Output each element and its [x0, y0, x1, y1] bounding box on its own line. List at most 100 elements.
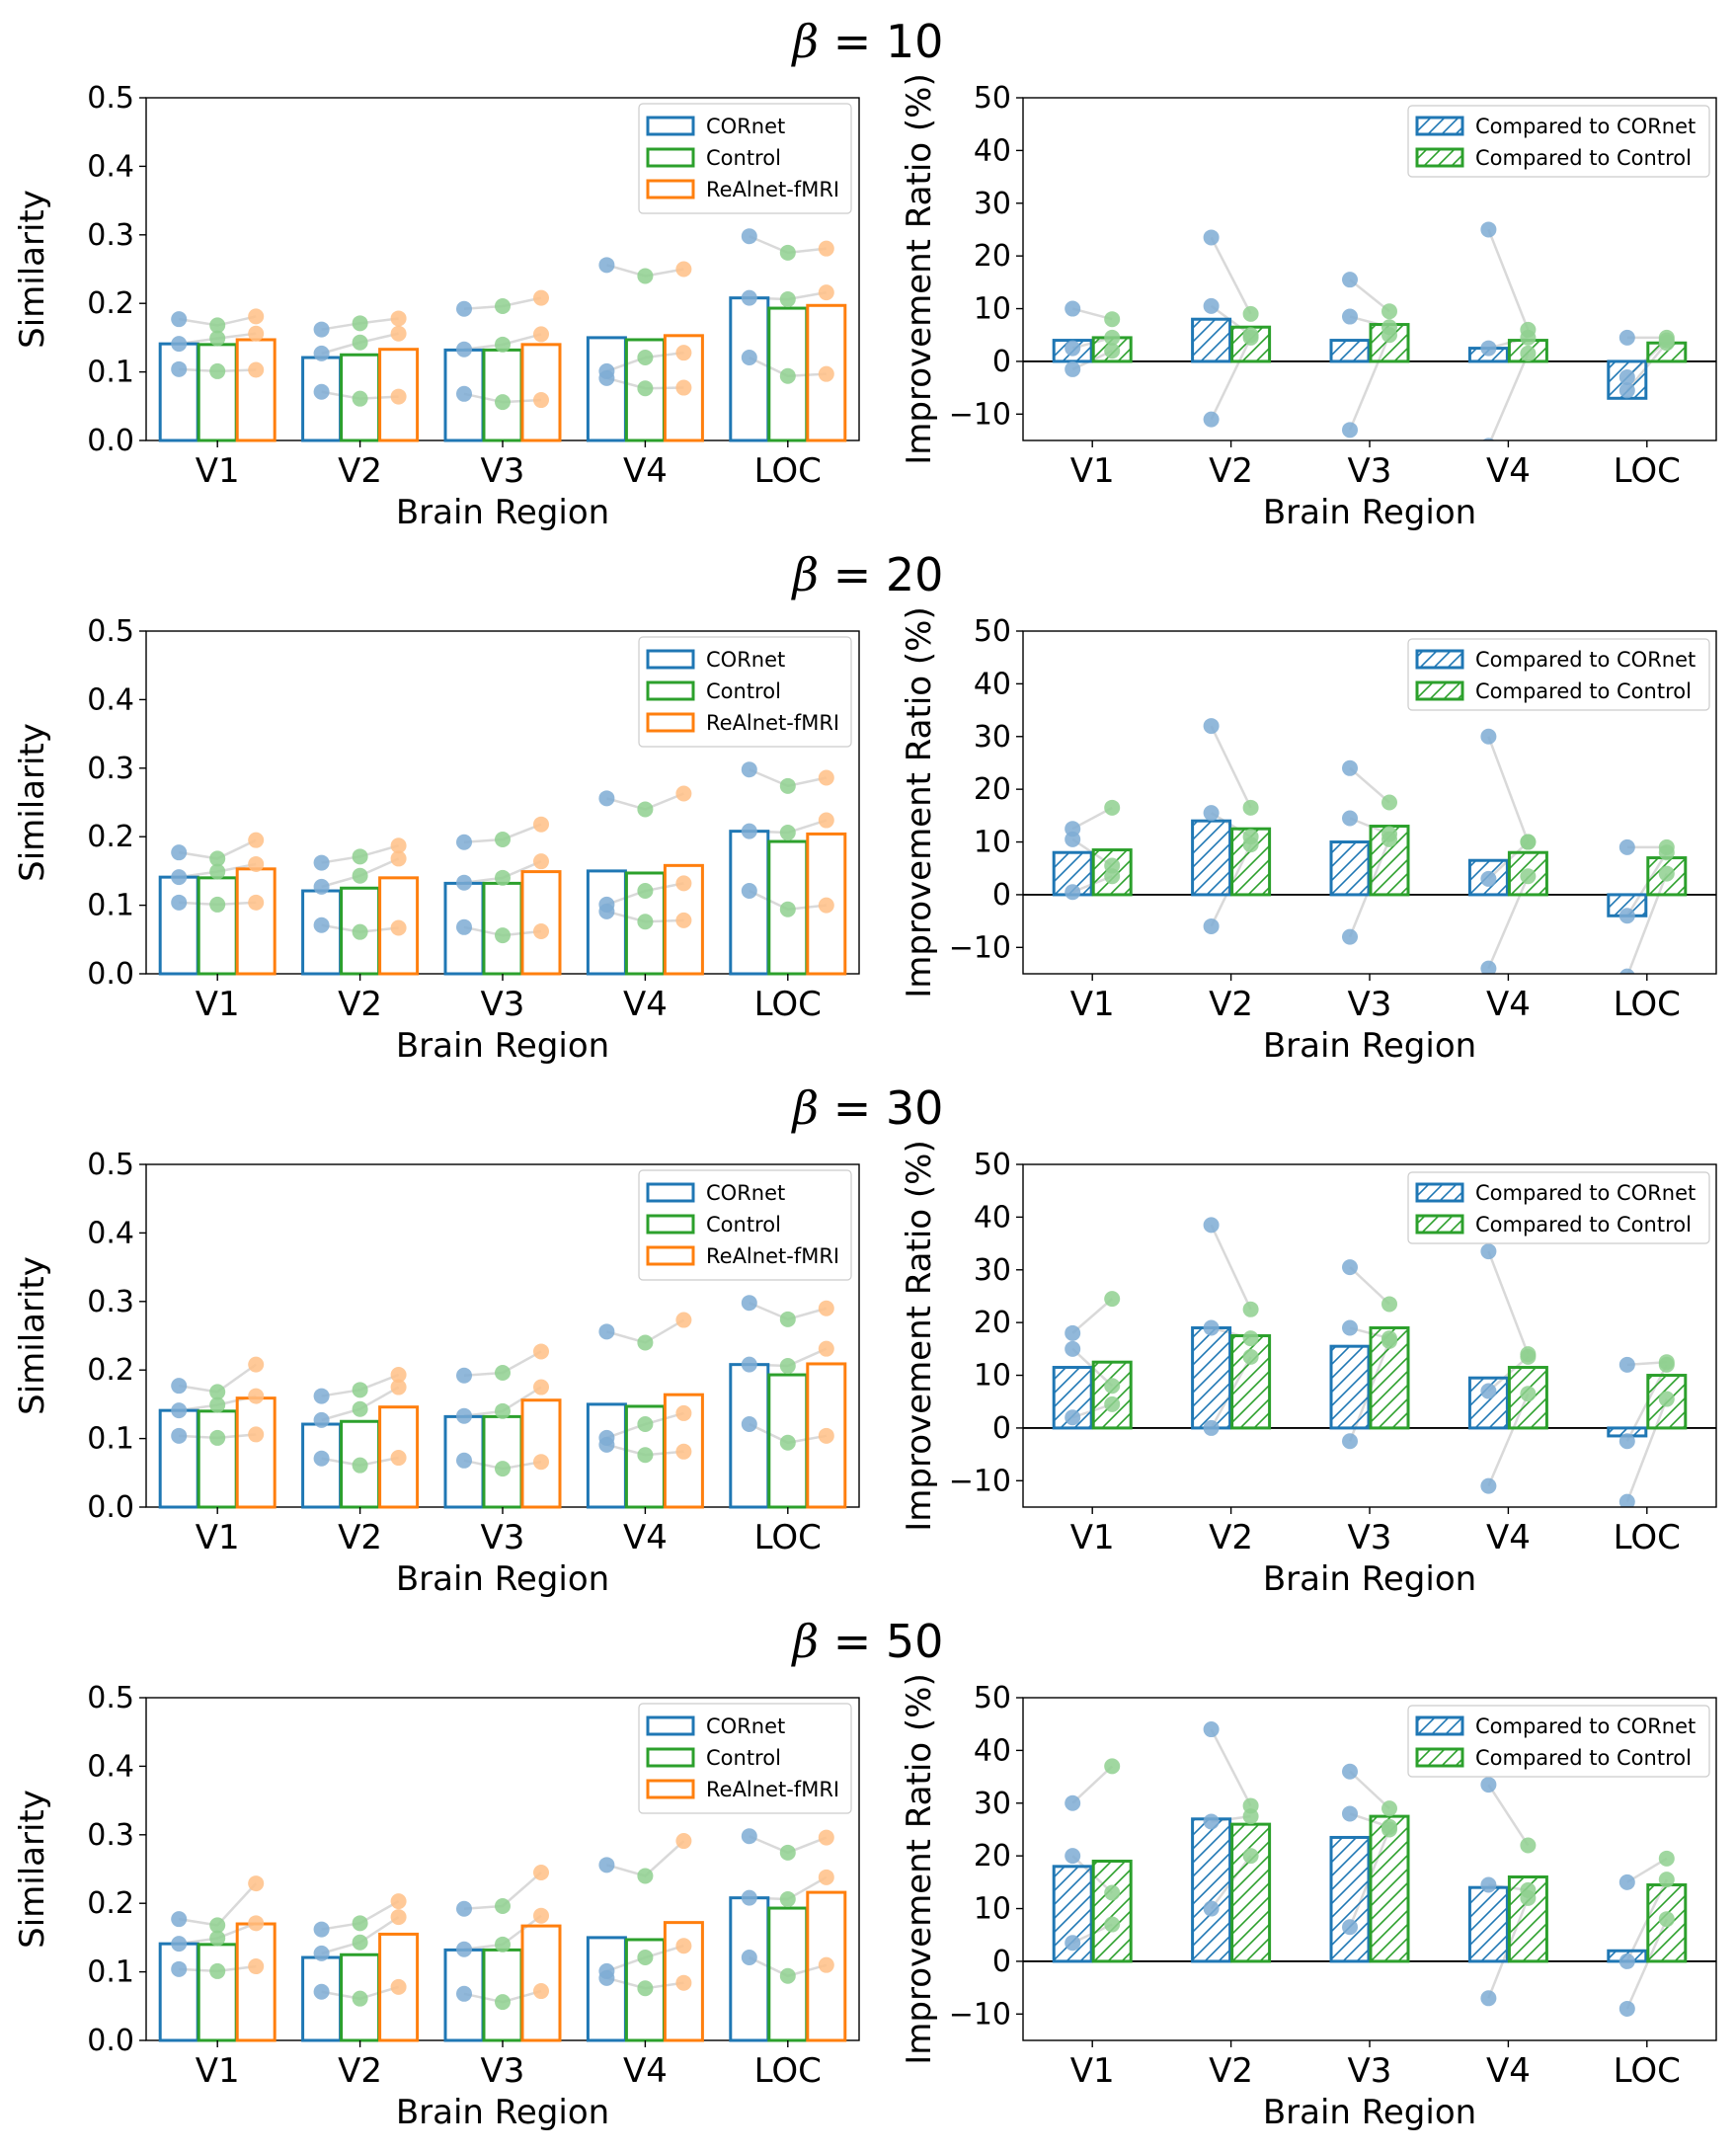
bar-cornet — [729, 830, 770, 976]
subject-dot-realnet — [675, 1404, 692, 1421]
subject-dot-vs_cornet — [1480, 960, 1497, 974]
legend-label: Control — [706, 1746, 781, 1770]
subject-dot-vs_control — [1242, 329, 1259, 346]
subject-dot-vs_cornet — [1203, 297, 1220, 314]
subject-dot-control — [637, 268, 654, 284]
subject-dot-vs_control — [1104, 343, 1121, 359]
x-tick-label: V4 — [623, 451, 668, 491]
subject-dot-control — [352, 923, 368, 940]
y-tick-label: 0.5 — [87, 81, 134, 116]
axes-frame — [1022, 97, 1717, 441]
subject-dot-vs_control — [1242, 305, 1259, 322]
subject-dot-cornet — [598, 1857, 615, 1873]
subject-dot-control — [209, 330, 226, 347]
subject-dot-vs_control — [1242, 1348, 1259, 1365]
legend-swatch — [646, 1245, 695, 1266]
subject-dot-vs_control — [1381, 1296, 1397, 1313]
subject-dot-vs_cornet — [1342, 810, 1358, 827]
bar-vs_cornet — [1191, 1325, 1232, 1430]
y-tick-label: 0.1 — [87, 889, 134, 923]
subject-dot-cornet — [741, 228, 757, 245]
bar-vs_control — [1091, 1360, 1133, 1430]
x-tick-label: LOC — [1614, 985, 1681, 1024]
subject-dot-control — [209, 1962, 226, 1979]
subject-dot-control — [352, 867, 368, 884]
subject-dot-control — [209, 317, 226, 334]
subject-dot-cornet — [171, 894, 188, 911]
subject-dot-vs_cornet — [1342, 272, 1358, 288]
panel-title: β = 30 — [791, 1081, 944, 1135]
subject-line — [1210, 1728, 1252, 1807]
subject-dot-vs_cornet — [1480, 1383, 1497, 1399]
legend-label: Compared to CORnet — [1475, 115, 1696, 138]
subject-dot-realnet — [248, 308, 265, 325]
bar-cornet — [729, 1896, 770, 2042]
subject-dot-vs_cornet — [1480, 1243, 1497, 1260]
bar-cornet — [586, 336, 627, 442]
bar-cornet — [158, 875, 199, 976]
legend-swatch — [1415, 1715, 1464, 1736]
subject-dot-realnet — [818, 812, 834, 829]
subject-dot-control — [779, 901, 796, 917]
subject-line — [1210, 725, 1252, 809]
subject-dot-vs_control — [1242, 1330, 1259, 1347]
subject-line — [1487, 1250, 1530, 1355]
subject-dot-cornet — [456, 874, 472, 891]
y-tick-label: 30 — [974, 1253, 1011, 1288]
subject-dot-cornet — [313, 345, 330, 361]
subject-dot-cornet — [171, 311, 188, 328]
subject-dot-vs_cornet — [1203, 1217, 1220, 1234]
x-tick-label: V3 — [481, 2051, 525, 2091]
x-tick-label: V4 — [1486, 2051, 1531, 2091]
subject-dot-control — [209, 1930, 226, 1947]
subject-dot-vs_cornet — [1065, 1340, 1081, 1357]
subject-dot-control — [779, 1844, 796, 1861]
subject-dot-vs_cornet — [1342, 1805, 1358, 1822]
subject-dot-control — [352, 334, 368, 351]
subject-dot-cornet — [171, 844, 188, 861]
legend-swatch — [1415, 680, 1464, 701]
subject-dot-cornet — [456, 1900, 472, 1917]
subject-dot-control — [209, 1429, 226, 1446]
subject-dot-control — [779, 1311, 796, 1327]
subject-dot-cornet — [741, 350, 757, 366]
x-tick-label: V1 — [196, 1518, 240, 1557]
y-tick-label: 0.0 — [87, 1490, 134, 1525]
subject-dot-vs_cornet — [1065, 340, 1081, 357]
beta-symbol: β — [791, 548, 820, 601]
bar-vs_cornet — [1191, 317, 1232, 363]
subject-dot-control — [637, 350, 654, 366]
subject-dot-control — [637, 1868, 654, 1884]
legend-label: Compared to Control — [1475, 1746, 1692, 1770]
subject-dot-vs_control — [1520, 1348, 1537, 1365]
x-tick-label: LOC — [754, 1518, 822, 1557]
bar-realnet — [378, 876, 420, 976]
subject-dot-vs_cornet — [1203, 917, 1220, 934]
subject-dot-realnet — [675, 912, 692, 928]
subject-line — [1349, 766, 1390, 804]
legend-swatch — [646, 179, 695, 199]
legend-label: ReAlnet-fMRI — [706, 1778, 839, 1801]
subject-dot-control — [495, 1364, 511, 1381]
subject-dot-cornet — [741, 883, 757, 900]
subject-dot-realnet — [390, 325, 407, 342]
subject-dot-vs_control — [1242, 1301, 1259, 1317]
subject-dot-control — [637, 883, 654, 900]
y-tick-label: −10 — [949, 930, 1011, 965]
subject-dot-control — [779, 777, 796, 794]
subject-dot-realnet — [390, 1367, 407, 1384]
axes-frame — [1022, 1697, 1717, 2041]
subject-dot-vs_control — [1242, 799, 1259, 816]
legend-box — [1407, 105, 1710, 178]
bar-realnet — [520, 870, 562, 976]
y-axis-title: Improvement Ratio (%) — [900, 73, 939, 464]
x-tick-label: V2 — [1209, 985, 1253, 1024]
y-tick-label: 40 — [974, 1733, 1011, 1768]
bar-control — [197, 876, 238, 976]
subject-dot-vs_cornet — [1619, 968, 1635, 974]
subject-dot-cornet — [171, 869, 188, 886]
subject-dot-vs_cornet — [1203, 1319, 1220, 1336]
y-tick-label: 0 — [992, 1945, 1011, 1979]
x-tick-label: V3 — [481, 985, 525, 1024]
subject-dot-realnet — [818, 365, 834, 382]
